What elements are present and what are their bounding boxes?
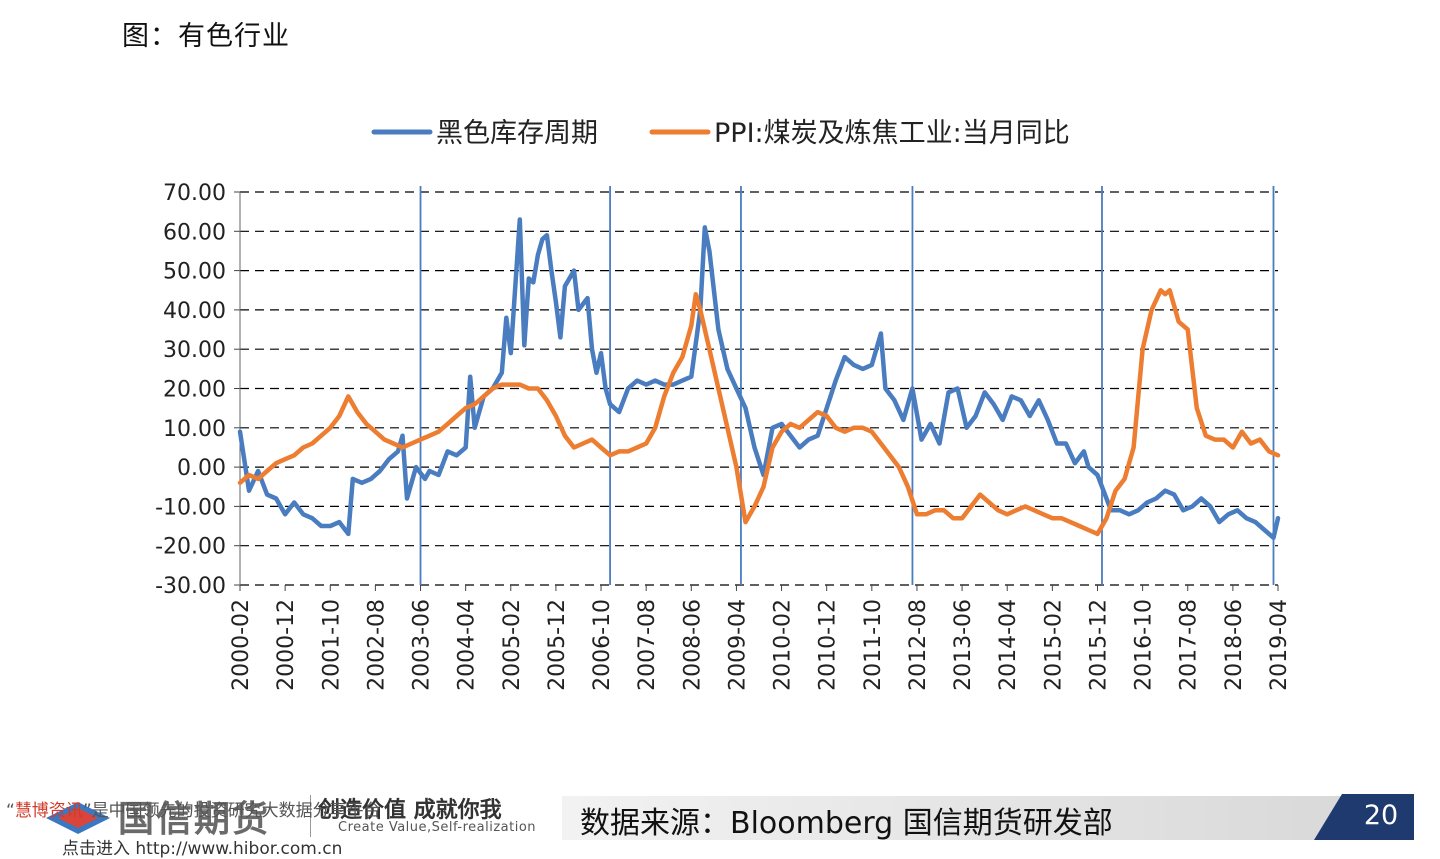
line-chart: 黑色库存周期 PPI:煤炭及炼焦工业:当月同比 70.00 60.00 50.00 40… (155, 118, 1292, 691)
logo-icon (46, 802, 110, 834)
x-tick-label: 2010-12 (816, 599, 841, 691)
x-tick-label: 2017-08 (1177, 599, 1202, 691)
x-tick-label: 2000-02 (229, 599, 254, 691)
x-tick-label: 2009-04 (725, 599, 750, 691)
x-tick-label: 2013-06 (951, 599, 976, 691)
watermark-line1: “慧博资讯”是中国领先的投资研究大数据分享平台 (6, 801, 381, 821)
y-tick-label: 70.00 (163, 181, 226, 206)
data-source: 数据来源：Bloomberg 国信期货研发部 (580, 806, 1113, 841)
x-tick-label: 2012-08 (906, 599, 931, 691)
chart-grid (240, 191, 1278, 586)
x-tick-label: 2015-02 (1041, 599, 1066, 691)
watermark-text: 是中国领先的投资研究大数据分享平台 (91, 801, 381, 821)
y-tick-label: 10.00 (163, 417, 226, 442)
x-tick-label: 2006-10 (590, 599, 615, 691)
series-lines (237, 217, 1281, 541)
y-axis: 70.00 60.00 50.00 40.00 30.00 20.00 10.00 0.00 -… (155, 181, 241, 599)
y-tick-label: 40.00 (163, 299, 226, 324)
logo-divider (310, 795, 311, 837)
x-tick-label: 2015-12 (1086, 599, 1111, 691)
x-axis: 2000-02 2000-12 2001-10 2002-08 2003-06 2004-… (229, 585, 1292, 691)
cycle-markers (419, 186, 1275, 585)
x-tick-label: 2018-06 (1222, 599, 1247, 691)
y-tick-label: 30.00 (163, 338, 226, 363)
y-tick-label: 60.00 (163, 220, 226, 245)
watermark-brand: 慧博资讯 (14, 801, 83, 821)
x-tick-label: 2016-10 (1132, 599, 1157, 691)
slogan-english: Create Value,Self-realization (338, 820, 537, 835)
y-tick-label: -10.00 (155, 495, 226, 520)
page-number: 20 (1363, 800, 1399, 831)
y-tick-label: 20.00 (163, 378, 226, 403)
series-line-1 (237, 217, 1281, 541)
page-title: 图：有色行业 (122, 21, 290, 52)
legend-label-1: 黑色库存周期 (436, 118, 598, 149)
x-tick-label: 2005-02 (500, 599, 525, 691)
y-tick-label: 50.00 (163, 260, 226, 285)
x-tick-label: 2002-08 (364, 599, 389, 691)
x-tick-label: 2004-04 (455, 599, 480, 691)
series-line-2 (237, 288, 1281, 537)
x-tick-label: 2000-12 (274, 599, 299, 691)
x-tick-label: 2001-10 (319, 599, 344, 691)
x-tick-label: 2010-02 (771, 599, 796, 691)
x-tick-label: 2011-10 (861, 599, 886, 691)
x-tick-label: 2007-08 (635, 599, 660, 691)
chart-legend: 黑色库存周期 PPI:煤炭及炼焦工业:当月同比 (371, 118, 1070, 149)
x-tick-label: 2008-06 (680, 599, 705, 691)
x-tick-label: 2014-04 (996, 599, 1021, 691)
source-bar (562, 796, 1342, 840)
y-tick-label: -20.00 (155, 535, 226, 560)
y-tick-label: 0.00 (177, 456, 226, 481)
slogan: 创造价值 成就你我 (318, 798, 502, 823)
x-tick-label: 2003-06 (410, 599, 435, 691)
x-tick-label: 2005-12 (545, 599, 570, 691)
legend-label-2: PPI:煤炭及炼焦工业:当月同比 (714, 118, 1070, 149)
x-tick-label: 2019-04 (1267, 599, 1292, 691)
watermark-link[interactable]: 点击进入 http://www.hibor.com.cn (62, 839, 343, 859)
company-logo-text: 国信期货 (118, 798, 271, 840)
y-tick-label: -30.00 (155, 574, 226, 599)
